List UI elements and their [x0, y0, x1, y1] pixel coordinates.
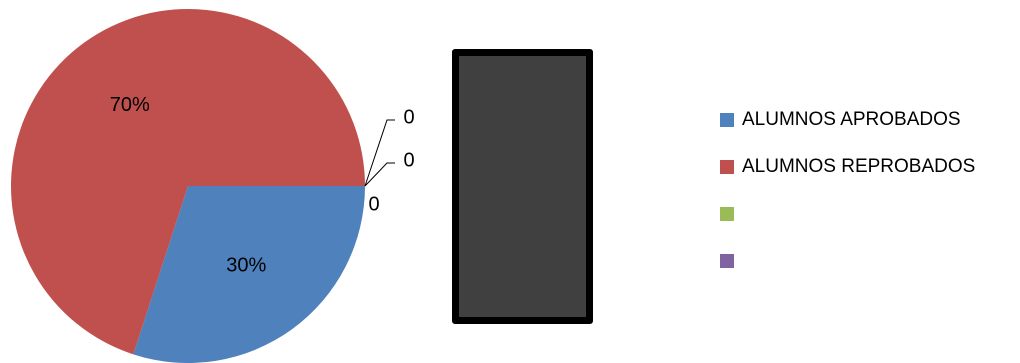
legend-item-aprobados: ALUMNOS APROBADOS [720, 96, 975, 143]
legend: ALUMNOS APROBADOS ALUMNOS REPROBADOS [720, 96, 975, 284]
legend-label: ALUMNOS APROBADOS [742, 108, 961, 130]
leader-line [364, 119, 395, 187]
pie-slice [133, 186, 365, 363]
data-label-zero: 0 [403, 106, 414, 128]
legend-swatch [720, 112, 734, 127]
legend-swatch [720, 253, 734, 268]
dark-panel [452, 49, 593, 324]
data-label-zero: 0 [403, 149, 414, 171]
data-label-zero: 0 [368, 193, 379, 215]
legend-item-3 [720, 190, 975, 237]
legend-item-4 [720, 237, 975, 284]
legend-label: ALUMNOS REPROBADOS [742, 155, 976, 177]
legend-item-reprobados: ALUMNOS REPROBADOS [720, 143, 975, 190]
data-label: 70% [110, 94, 150, 116]
legend-swatch [720, 206, 734, 221]
pie-slice [11, 8, 366, 355]
leader-line [364, 162, 395, 187]
legend-swatch [720, 159, 734, 174]
data-label: 30% [226, 254, 266, 276]
